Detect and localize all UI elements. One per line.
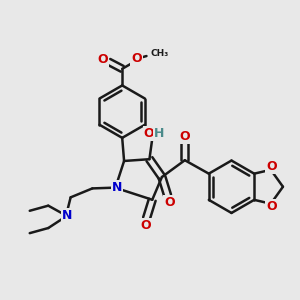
Text: O: O: [141, 219, 151, 232]
Text: O: O: [143, 127, 154, 140]
Text: O: O: [266, 200, 277, 213]
Text: O: O: [266, 160, 277, 173]
Text: CH₃: CH₃: [150, 49, 169, 58]
Text: O: O: [98, 53, 108, 66]
Text: O: O: [131, 52, 142, 65]
Text: N: N: [61, 209, 72, 222]
Text: N: N: [112, 181, 122, 194]
Text: O: O: [164, 196, 175, 209]
Text: H: H: [154, 127, 164, 140]
Text: O: O: [179, 130, 190, 143]
